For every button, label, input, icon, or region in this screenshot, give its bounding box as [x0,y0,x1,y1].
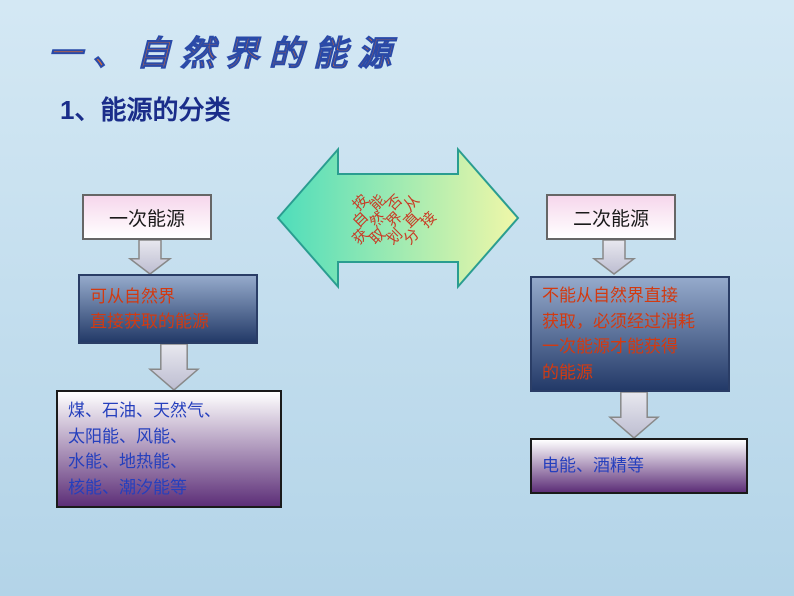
text-line: 的能源 [542,360,718,386]
secondary-examples-box: 电能、酒精等 [530,438,748,494]
text-line: 核能、潮汐能等 [68,475,270,501]
primary-energy-box: 一次能源 [82,194,212,240]
page-title: 一、自然界的能源 [48,26,402,75]
section-subtitle: 1、能源的分类 [60,90,230,127]
text-line: 获取，必须经过消耗 [542,309,718,335]
primary-definition-box: 可从自然界直接获取的能源 [78,274,258,344]
text-line: 煤、石油、天然气、 [68,398,270,424]
text-line: 直接获取的能源 [90,309,246,335]
text-line: 可从自然界 [90,284,246,310]
text-line: 电能、酒精等 [542,453,736,479]
text-line: 一次能源才能获得 [542,334,718,360]
text-line: 太阳能、风能、 [68,424,270,450]
primary-examples-box: 煤、石油、天然气、太阳能、风能、水能、地热能、核能、潮汐能等 [56,390,282,508]
text-line: 水能、地热能、 [68,449,270,475]
primary-energy-label: 一次能源 [109,204,185,231]
secondary-energy-label: 二次能源 [573,204,649,231]
secondary-energy-box: 二次能源 [546,194,676,240]
secondary-definition-box: 不能从自然界直接获取，必须经过消耗一次能源才能获得的能源 [530,276,730,392]
text-line: 不能从自然界直接 [542,283,718,309]
